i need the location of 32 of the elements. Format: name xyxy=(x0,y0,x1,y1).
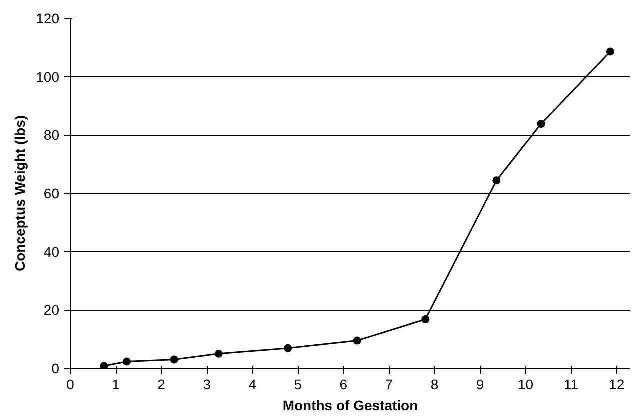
y-tick-label: 100 xyxy=(36,68,60,85)
x-axis-title: Months of Gestation xyxy=(282,398,418,414)
x-tick-label: 5 xyxy=(294,376,302,392)
x-tick-label: 4 xyxy=(248,376,257,392)
point xyxy=(214,350,223,358)
y-tick-label: 40 xyxy=(44,244,60,260)
y-tick-label: 120 xyxy=(36,10,60,26)
x-tick-label: 3 xyxy=(203,376,212,392)
point xyxy=(170,356,178,364)
point xyxy=(284,344,292,352)
x-tick-label: 0 xyxy=(66,376,75,392)
x-tick-label: 1 xyxy=(112,376,120,392)
x-tick-label: 12 xyxy=(609,376,625,392)
x-tick-label: 7 xyxy=(385,376,394,392)
point xyxy=(100,362,108,368)
x-tick-label: 6 xyxy=(340,376,348,392)
y-axis-title: Conceptus Weight (lbs) xyxy=(12,115,28,272)
y-tick-label: 0 xyxy=(52,360,60,376)
x-tick-label: 10 xyxy=(518,376,534,392)
x-tick-label: 8 xyxy=(430,376,439,392)
y-tick-label: 20 xyxy=(44,302,60,318)
point xyxy=(492,176,501,185)
point xyxy=(353,336,362,345)
y-tick-label: 80 xyxy=(44,127,60,144)
point xyxy=(537,120,546,128)
x-tick-label: 2 xyxy=(158,376,166,392)
point xyxy=(122,358,131,366)
point xyxy=(606,48,614,56)
point xyxy=(422,316,430,324)
y-tick-label: 60 xyxy=(44,186,60,202)
x-tick-label: 9 xyxy=(476,376,484,392)
x-tick-label: 11 xyxy=(564,376,579,392)
